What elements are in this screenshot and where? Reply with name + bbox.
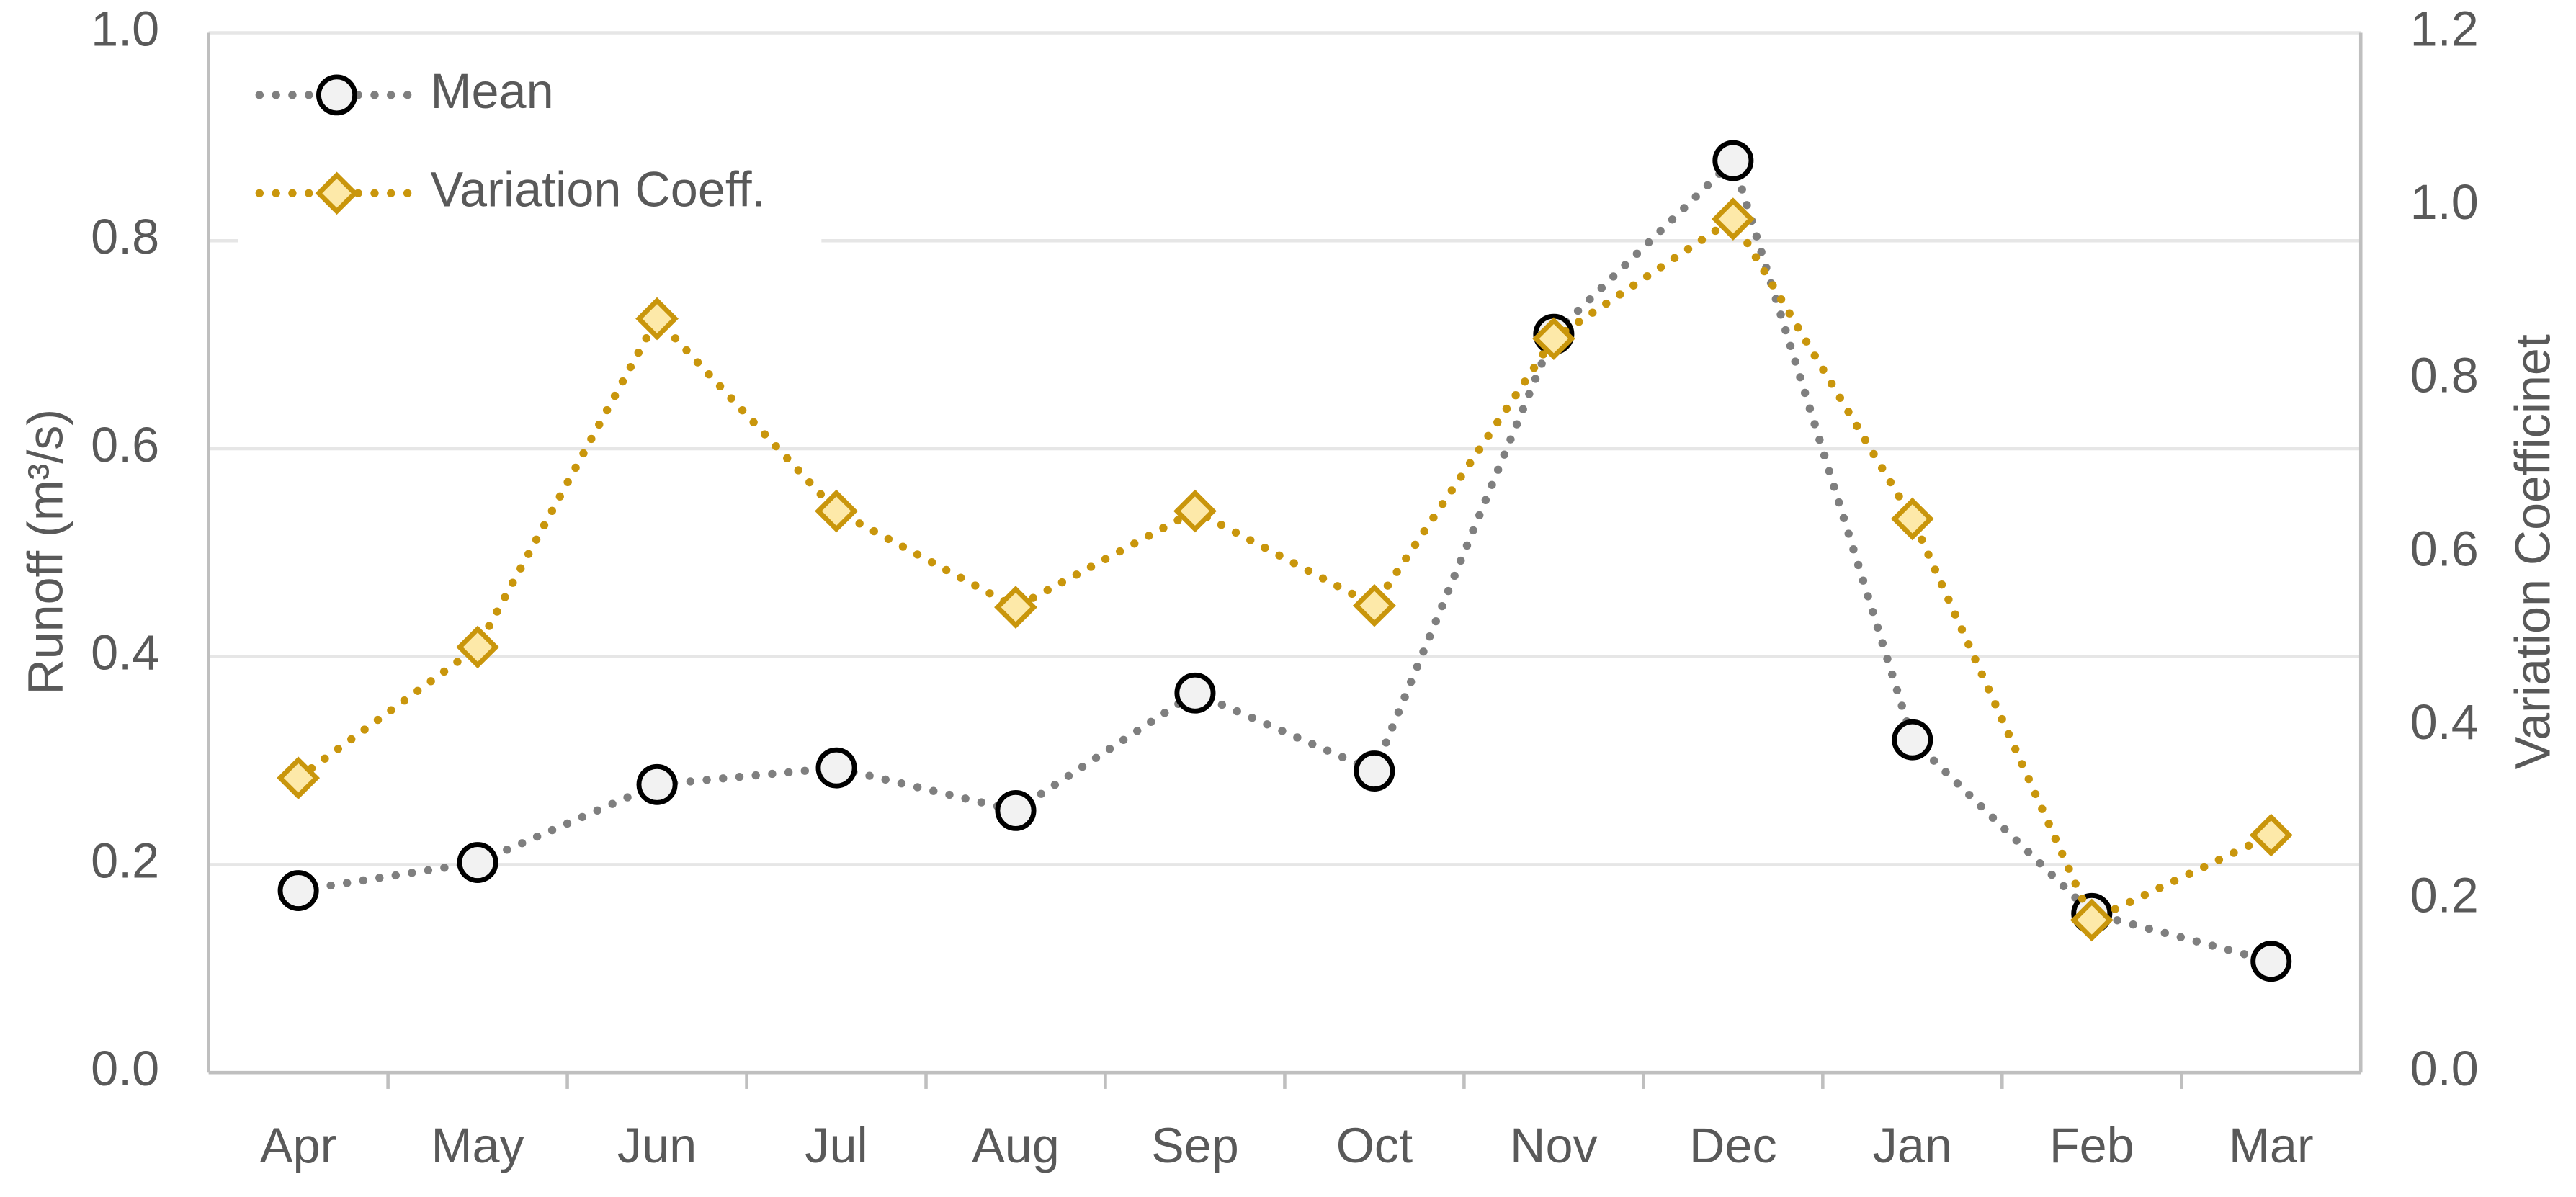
x-tick-label: Jul xyxy=(805,1118,867,1173)
data-point xyxy=(1890,497,1934,541)
data-point xyxy=(635,297,679,341)
data-point xyxy=(2070,898,2114,942)
data-point xyxy=(994,586,1037,629)
data-point xyxy=(277,756,321,799)
data-point xyxy=(995,789,1037,831)
data-point xyxy=(456,625,500,669)
y2-tick-label: 0.6 xyxy=(2410,521,2479,576)
x-tick-label: Feb xyxy=(2049,1118,2134,1173)
data-point xyxy=(1892,719,1933,761)
y2-tick-label: 0.8 xyxy=(2410,349,2479,403)
data-point xyxy=(1354,750,1395,792)
legend-marker xyxy=(316,74,358,116)
legend-marker xyxy=(315,171,359,215)
x-tick-label: Dec xyxy=(1689,1118,1777,1173)
data-point xyxy=(1531,317,1575,361)
data-point xyxy=(457,842,498,883)
y2-tick-label: 0.4 xyxy=(2410,695,2479,750)
data-point xyxy=(2250,941,2292,982)
x-tick-label: Mar xyxy=(2229,1118,2314,1173)
x-tick-label: Jan xyxy=(1873,1118,1952,1173)
y-tick-label: 1.0 xyxy=(91,2,159,57)
x-tick-label: Aug xyxy=(972,1118,1060,1173)
data-point xyxy=(1352,583,1396,627)
x-tick-label: May xyxy=(431,1118,524,1173)
data-point xyxy=(815,489,858,533)
y-axis-label: Runoff (m³/s) xyxy=(18,409,73,695)
y2-tick-label: 0.2 xyxy=(2410,869,2479,923)
data-point xyxy=(2249,813,2293,857)
series-line xyxy=(294,153,2276,966)
data-point xyxy=(636,763,678,805)
x-tick-label: Oct xyxy=(1336,1118,1413,1173)
y2-tick-label: 1.2 xyxy=(2410,2,2479,57)
series-line xyxy=(294,213,2276,926)
data-point xyxy=(815,747,857,789)
data-point xyxy=(1711,197,1755,241)
x-tick-label: Nov xyxy=(1510,1118,1598,1173)
y2-tick-label: 0.0 xyxy=(2410,1041,2479,1096)
data-point xyxy=(1174,672,1216,714)
y-tick-label: 0.6 xyxy=(91,418,159,472)
y2-tick-label: 1.0 xyxy=(2410,175,2479,230)
y-tick-label: 0.0 xyxy=(91,1041,159,1096)
legend-label: Mean xyxy=(431,64,554,119)
data-point xyxy=(1173,489,1217,533)
x-tick-label: Apr xyxy=(260,1118,336,1173)
y-tick-label: 0.2 xyxy=(91,834,159,889)
x-tick-label: Jun xyxy=(617,1118,697,1173)
y-tick-label: 0.8 xyxy=(91,210,159,264)
data-point xyxy=(1712,140,1754,181)
y-tick-label: 0.4 xyxy=(91,626,159,681)
legend-label: Variation Coeff. xyxy=(431,162,766,217)
x-tick-label: Sep xyxy=(1151,1118,1239,1173)
y2-axis-label: Variation Coefficinet xyxy=(2505,334,2560,769)
data-point xyxy=(277,870,319,911)
